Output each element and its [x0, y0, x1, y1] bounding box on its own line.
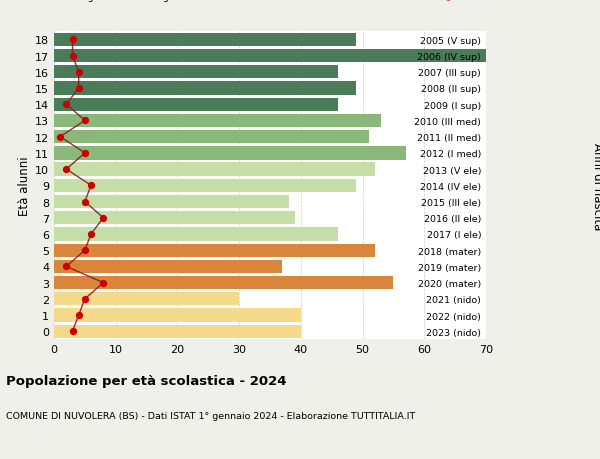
Bar [54, 34, 356, 47]
Text: Anni di nascita: Anni di nascita [590, 142, 600, 230]
Bar [54, 325, 301, 338]
Bar [54, 309, 301, 322]
Y-axis label: Età alunni: Età alunni [18, 156, 31, 216]
Point [80, 150, 89, 157]
Point [62, 101, 71, 109]
Point [86, 231, 96, 238]
Point [86, 182, 96, 190]
Bar [54, 260, 283, 274]
Bar [54, 82, 356, 95]
Legend: Sec. II grado, Sec. I grado, Scuola Primaria, Scuola Infanzia, Asilo Nido, Stran: Sec. II grado, Sec. I grado, Scuola Prim… [40, 0, 500, 6]
Bar [54, 50, 486, 63]
Point [62, 263, 71, 270]
Text: COMUNE DI NUVOLERA (BS) - Dati ISTAT 1° gennaio 2024 - Elaborazione TUTTITALIA.I: COMUNE DI NUVOLERA (BS) - Dati ISTAT 1° … [6, 411, 415, 420]
Bar [54, 276, 394, 290]
Bar [54, 292, 239, 306]
Point [98, 280, 108, 287]
Text: Popolazione per età scolastica - 2024: Popolazione per età scolastica - 2024 [6, 374, 287, 387]
Bar [54, 244, 375, 257]
Point [68, 37, 77, 44]
Point [55, 134, 65, 141]
Bar [54, 114, 381, 128]
Bar [54, 196, 289, 209]
Point [74, 69, 83, 76]
Point [68, 328, 77, 335]
Point [80, 118, 89, 125]
Point [80, 247, 89, 254]
Bar [54, 147, 406, 160]
Bar [54, 212, 295, 225]
Point [62, 166, 71, 174]
Point [80, 198, 89, 206]
Bar [54, 66, 338, 79]
Bar [54, 98, 338, 112]
Bar [54, 163, 375, 176]
Point [74, 312, 83, 319]
Bar [54, 131, 369, 144]
Point [68, 53, 77, 60]
Point [74, 85, 83, 92]
Bar [54, 179, 356, 192]
Point [80, 296, 89, 303]
Bar [54, 228, 338, 241]
Point [98, 215, 108, 222]
